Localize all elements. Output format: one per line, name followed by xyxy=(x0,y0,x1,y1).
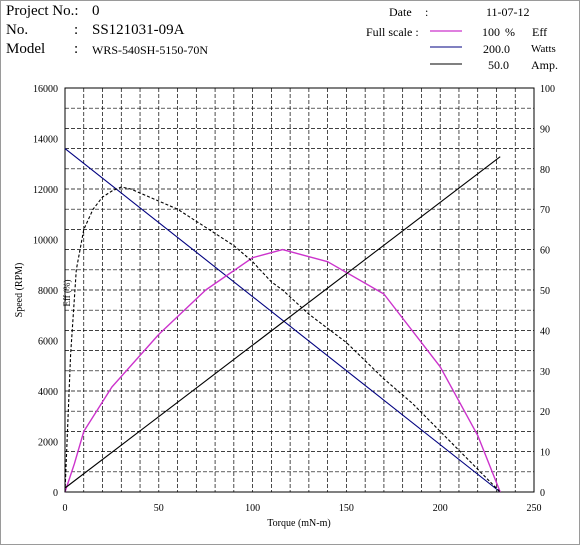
x-tick-label: 250 xyxy=(527,503,542,514)
y-right-tick-label: 20 xyxy=(540,407,550,418)
y-left-tick-label: 0 xyxy=(53,488,58,499)
no-label: No. xyxy=(6,22,29,38)
legend-eff-value: 100 xyxy=(482,25,500,39)
y-left-tick-label: 6000 xyxy=(38,337,58,348)
no-value: SS121031-09A xyxy=(92,22,185,38)
legend-eff-name: Eff xyxy=(532,25,548,39)
date-value: 11-07-12 xyxy=(486,5,530,19)
y-right-tick-label: 70 xyxy=(540,205,550,216)
eff-axis-label: Eff (%) xyxy=(62,279,72,306)
y-right-tick-label: 100 xyxy=(540,84,555,95)
legend-lines xyxy=(430,30,462,65)
series-speed-line xyxy=(64,148,501,493)
y-right-tick-label: 40 xyxy=(540,326,550,337)
legend-amp-name: Amp. xyxy=(531,58,558,72)
full-scale-label: Full scale : xyxy=(366,25,419,39)
y-left-tick-label: 16000 xyxy=(33,84,58,95)
model-label: Model xyxy=(6,41,46,57)
x-axis-label: Torque (mN-m) xyxy=(267,518,330,529)
series-eff-line xyxy=(64,248,501,493)
y-right-tick-label: 80 xyxy=(540,165,550,176)
y-right-tick-label: 30 xyxy=(540,367,550,378)
x-tick-label: 0 xyxy=(63,503,68,514)
y-left-tick-label: 8000 xyxy=(38,286,58,297)
legend-watts-value: 200.0 xyxy=(483,42,510,56)
axes: 0 50 100 150 200 2500200040006000800010000120… xyxy=(33,84,555,514)
legend-watts-name: Watts xyxy=(531,43,556,55)
series-layer xyxy=(64,148,501,493)
series-amp-line xyxy=(64,156,501,489)
model-colon: : xyxy=(74,41,79,57)
date-colon: : xyxy=(425,5,429,19)
y-left-tick-label: 12000 xyxy=(33,185,58,196)
y-left-tick-label: 4000 xyxy=(38,387,58,398)
date-label: Date xyxy=(389,5,412,19)
y-left-tick-label: 2000 xyxy=(38,438,58,449)
x-tick-label: 200 xyxy=(433,503,448,514)
legend-amp-value: 50.0 xyxy=(488,58,509,72)
y-left-tick-label: 14000 xyxy=(33,135,58,146)
y-right-tick-label: 50 xyxy=(540,286,550,297)
series-watts-line xyxy=(64,186,501,493)
model-value: WRS-540SH-5150-70N xyxy=(92,43,208,57)
x-tick-label: 50 xyxy=(154,503,164,514)
legend-eff-sign: % xyxy=(505,25,515,39)
y-right-tick-label: 10 xyxy=(540,448,550,459)
x-tick-label: 150 xyxy=(339,503,354,514)
y-axis-label: Speed (RPM) xyxy=(14,263,25,318)
x-tick-label: 100 xyxy=(245,503,260,514)
no-colon: : xyxy=(74,22,79,38)
project-label: Project No.: xyxy=(6,3,79,19)
y-right-tick-label: 90 xyxy=(540,124,550,135)
grid xyxy=(65,88,534,492)
y-right-tick-label: 60 xyxy=(540,246,550,257)
project-value: 0 xyxy=(92,3,100,19)
y-right-tick-label: 0 xyxy=(540,488,545,499)
y-left-tick-label: 10000 xyxy=(33,236,58,247)
